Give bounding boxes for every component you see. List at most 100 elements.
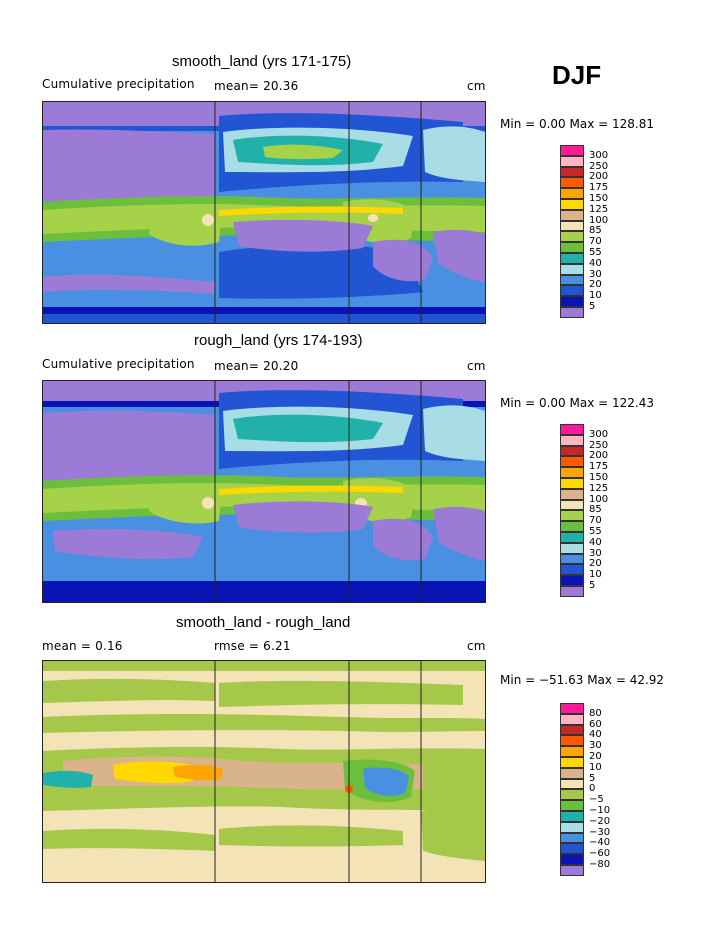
legend-label: 5 <box>589 580 596 591</box>
legend-label: −10 <box>589 805 611 816</box>
legend-label: 100 <box>589 214 609 226</box>
panel-3-title: smooth_land - rough_land <box>176 614 351 631</box>
legend-label: −20 <box>589 815 611 827</box>
legend-label: 250 <box>589 439 609 451</box>
legend-swatch <box>560 177 584 189</box>
legend-swatch <box>560 263 584 275</box>
legend-label: 10 <box>589 290 602 302</box>
legend-label: −30 <box>589 826 611 838</box>
legend-label: 200 <box>589 171 609 183</box>
panel-3-units: cm <box>467 639 486 653</box>
legend-label: 200 <box>589 450 609 462</box>
legend-label: 30 <box>589 547 602 559</box>
panel-1-map-svg <box>43 102 485 323</box>
panel-2-title: rough_land (yrs 174-193) <box>194 332 363 349</box>
legend-swatch <box>560 467 584 478</box>
panel-2-mean: mean= 20.20 <box>214 359 299 373</box>
legend-swatch <box>560 735 584 747</box>
legend-swatch <box>560 767 584 779</box>
legend-label: 30 <box>589 740 602 752</box>
legend-swatch <box>560 296 584 307</box>
legend-label: 150 <box>589 193 609 204</box>
legend-swatch <box>560 510 584 522</box>
legend-swatch <box>560 778 584 790</box>
legend-swatch <box>560 478 584 489</box>
legend-swatch <box>560 843 584 855</box>
legend-swatch <box>560 713 584 725</box>
panel-2-minmax: Min = 0.00 Max = 122.43 <box>500 396 654 410</box>
panel-3-rmse: rmse = 6.21 <box>214 639 291 653</box>
legend-swatch <box>560 724 584 736</box>
panel-1-units: cm <box>467 79 486 93</box>
legend-swatch <box>560 307 584 318</box>
panel-2-variable-label: Cumulative precipitation <box>42 357 195 371</box>
legend-swatch <box>560 586 584 597</box>
legend-label: 300 <box>589 149 609 161</box>
legend-label: 5 <box>589 772 596 784</box>
legend-label: −5 <box>589 794 604 806</box>
legend-label: 100 <box>589 493 609 505</box>
legend-swatch <box>560 553 584 565</box>
legend-swatch <box>560 757 584 768</box>
panel-1-variable-label: Cumulative precipitation <box>42 77 195 91</box>
legend-swatch <box>560 445 584 457</box>
legend-swatch <box>560 542 584 554</box>
legend-swatch <box>560 424 584 435</box>
panel-1-minmax: Min = 0.00 Max = 128.81 <box>500 117 654 131</box>
legend-swatch <box>560 832 584 844</box>
legend-label: 125 <box>589 482 609 494</box>
legend-label: 85 <box>589 225 602 237</box>
legend-label: −80 <box>589 859 611 870</box>
legend-swatch <box>560 746 584 757</box>
legend-swatch <box>560 199 584 210</box>
legend-label: 150 <box>589 472 609 483</box>
panel-1-title: smooth_land (yrs 171-175) <box>172 53 352 70</box>
legend-swatch <box>560 220 584 232</box>
legend-swatch <box>560 456 584 468</box>
panel-1-mean: mean= 20.36 <box>214 79 299 93</box>
legend-swatch <box>560 789 584 801</box>
legend-label: 175 <box>589 461 609 473</box>
legend-label: 20 <box>589 558 602 570</box>
legend-label: 60 <box>589 718 602 730</box>
legend-swatch <box>560 242 584 253</box>
season-label: DJF <box>552 60 602 90</box>
legend-label: 55 <box>589 526 602 537</box>
legend-label: 55 <box>589 247 602 258</box>
legend-swatch <box>560 800 584 811</box>
legend-label: 30 <box>589 268 602 280</box>
legend-swatch <box>560 564 584 576</box>
legend-label: 250 <box>589 160 609 172</box>
legend-swatch <box>560 575 584 586</box>
legend-label: 70 <box>589 236 602 248</box>
legend-swatch <box>560 854 584 865</box>
legend-label: 0 <box>589 783 596 795</box>
legend-swatch <box>560 434 584 446</box>
legend-swatch <box>560 811 584 822</box>
legend-swatch <box>560 231 584 243</box>
panel-3-map <box>42 660 486 883</box>
legend-swatch <box>560 532 584 543</box>
legend-swatch <box>560 821 584 833</box>
legend-label: 5 <box>589 301 596 312</box>
panel-3-mean: mean = 0.16 <box>42 639 123 653</box>
legend-label: 70 <box>589 515 602 527</box>
legend-label: 10 <box>589 569 602 581</box>
legend-swatch <box>560 521 584 532</box>
legend-swatch <box>560 499 584 511</box>
legend-swatch <box>560 703 584 714</box>
legend-label: 10 <box>589 761 602 773</box>
legend-swatch <box>560 253 584 264</box>
legend-label: 20 <box>589 279 602 291</box>
panel-2-map <box>42 380 486 603</box>
legend-label: 40 <box>589 257 602 269</box>
legend-label: 125 <box>589 203 609 215</box>
legend-label: 80 <box>589 707 602 719</box>
legend-label: 20 <box>589 751 602 762</box>
legend-swatch <box>560 166 584 178</box>
legend-swatch <box>560 145 584 156</box>
legend-label: −40 <box>589 837 611 849</box>
panel-3-map-svg <box>43 661 485 882</box>
legend-label: 85 <box>589 504 602 516</box>
panel-3-minmax: Min = −51.63 Max = 42.92 <box>500 673 665 687</box>
